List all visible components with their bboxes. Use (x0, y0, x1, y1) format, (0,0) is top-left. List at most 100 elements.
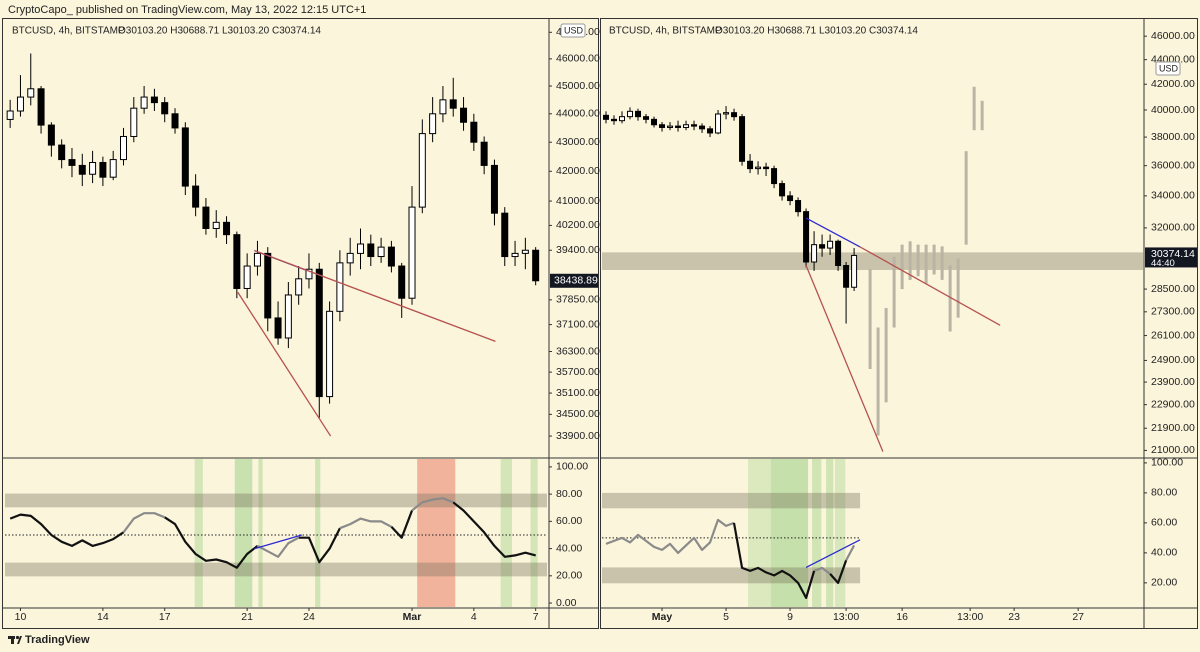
candle-body (635, 110, 642, 118)
y-tick-label: 41000.00 (556, 195, 600, 207)
x-tick-label: May (652, 611, 673, 623)
y-tick-label: 36000.00 (1151, 159, 1195, 171)
y-tick-label: 32000.00 (1151, 222, 1195, 234)
candle-body (377, 246, 385, 258)
candle-body (723, 112, 730, 115)
candle-body (755, 166, 762, 170)
candle-body (470, 121, 478, 143)
oscillator-pane (602, 459, 861, 607)
oscillator-zone (770, 459, 809, 607)
y-tick-label: 33900.00 (556, 430, 600, 442)
oscillator-pane (5, 459, 547, 607)
ohlc: O30103.20 H30688.71 L30103.20 C30374.14 (118, 26, 321, 37)
candle-body (336, 262, 344, 312)
candle-body (150, 96, 158, 104)
candle-body (603, 114, 610, 120)
y-tick-label: 21000.00 (1151, 444, 1195, 456)
price-pane (6, 53, 540, 437)
y-tick-label: 44000.00 (1151, 53, 1195, 65)
y-tick-label: 34000.00 (1151, 190, 1195, 202)
candle-body (627, 110, 634, 118)
oscillator-line (732, 522, 848, 599)
y-tick-label: 80.00 (1151, 487, 1177, 499)
candle-body (819, 244, 826, 249)
projection-bar (940, 246, 944, 280)
candle-body (99, 161, 107, 178)
candle-body (202, 206, 210, 229)
candle-body (460, 107, 468, 123)
y-tick-label: 45000.00 (556, 80, 600, 92)
oscillator-line (9, 501, 536, 569)
y-tick-label: 40000.00 (1151, 104, 1195, 116)
candle-body (843, 265, 850, 288)
oscillator-zone (315, 459, 321, 607)
candle-body (851, 254, 858, 288)
candle-body (27, 88, 35, 98)
oscillator-line (605, 518, 856, 575)
projection-bar (924, 244, 928, 284)
candle-body (367, 243, 375, 258)
y-tick-label: 40.00 (556, 542, 582, 554)
candle-body (651, 118, 658, 126)
oscillator-zone (234, 459, 253, 607)
x-tick-label: 5 (723, 611, 729, 623)
candle-body (707, 128, 714, 134)
y-tick-label: 27300.00 (1151, 306, 1195, 318)
candle-body (827, 240, 834, 249)
y-tick-label: 22900.00 (1151, 398, 1195, 410)
candle-body (501, 212, 509, 258)
x-tick-label: 14 (97, 611, 109, 623)
candle-body (171, 113, 179, 129)
candle-body (109, 159, 117, 178)
oscillator-zone (194, 459, 203, 607)
projection-bar (908, 241, 912, 280)
candle-body (699, 125, 706, 130)
oscillator-zone (748, 459, 771, 607)
projection-bar (980, 100, 984, 131)
oscillator-zone (812, 459, 822, 607)
y-tick-label: 60.00 (1151, 517, 1177, 529)
y-tick-label: 23900.00 (1151, 376, 1195, 388)
candle-body (490, 164, 498, 214)
trendline (237, 292, 332, 437)
x-tick-label: 17 (159, 611, 171, 623)
candle-body (6, 110, 14, 120)
candle-body (803, 211, 810, 263)
y-tick-label: 44000.00 (556, 108, 600, 120)
candle-body (521, 249, 529, 254)
oscillator-line (122, 497, 454, 558)
candle-body (305, 268, 313, 280)
candle-body (326, 310, 334, 398)
trendline (859, 246, 1001, 326)
x-tick-label: 13:00 (833, 611, 859, 623)
projection-bar (892, 256, 896, 328)
x-tick-label: 9 (787, 611, 793, 623)
price-band (602, 252, 1143, 270)
candle-body (223, 221, 231, 236)
x-tick-label: Mar (403, 611, 422, 623)
candle-body (161, 102, 169, 115)
projection-bar (932, 244, 936, 275)
oscillator-band (602, 567, 861, 584)
y-tick-label: 28500.00 (1151, 283, 1195, 295)
price-label-box (1145, 247, 1197, 268)
header: CryptoCapo_ published on TradingView.com… (8, 4, 366, 16)
candle-body (408, 206, 416, 299)
candle-body (398, 265, 406, 299)
projection-bar (868, 269, 872, 369)
candle-body (532, 249, 540, 282)
candle-body (89, 161, 97, 175)
oscillator-zone (834, 459, 846, 607)
projection-bar (900, 244, 904, 290)
candle-body (233, 234, 241, 289)
y-tick-label: 36300.00 (556, 345, 600, 357)
y-tick-label: 46000.00 (556, 53, 600, 65)
x-tick-label: 23 (1008, 611, 1020, 623)
y-tick-label: 80.00 (556, 488, 582, 500)
candle-body (68, 159, 76, 166)
candle-body (264, 252, 272, 319)
x-tick-label: 21 (241, 611, 253, 623)
candle-body (212, 221, 220, 229)
